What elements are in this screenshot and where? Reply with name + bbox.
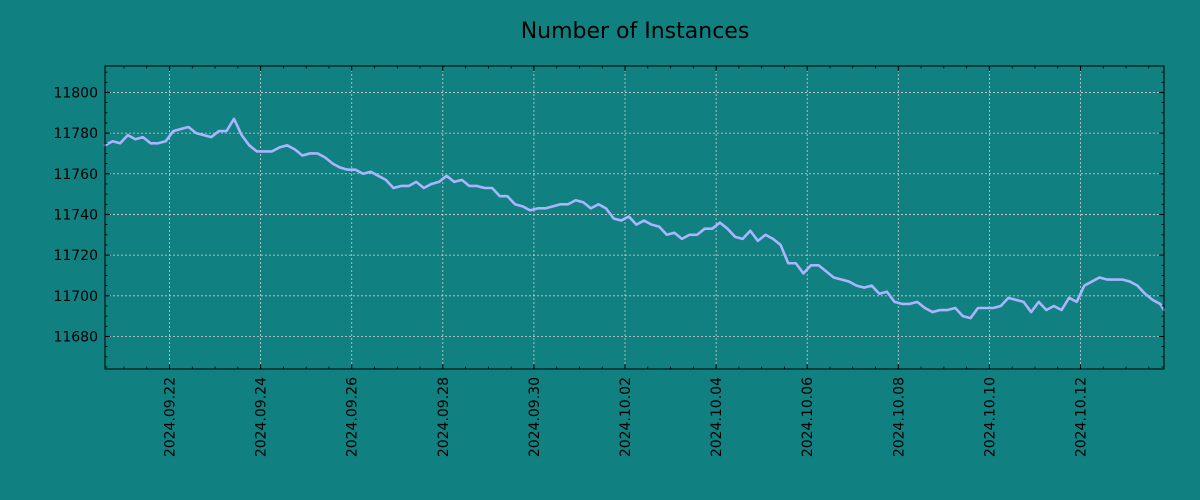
y-tick-label: 11780 bbox=[53, 126, 98, 142]
x-tick-label: 2024.09.22 bbox=[163, 377, 179, 457]
x-tick-label: 2024.10.12 bbox=[1073, 377, 1089, 457]
grid-lines bbox=[105, 66, 1164, 369]
x-tick-label: 2024.10.04 bbox=[709, 377, 725, 457]
y-tick-label: 11800 bbox=[53, 85, 98, 101]
y-tick-label: 11740 bbox=[53, 207, 98, 223]
x-tick-label: 2024.09.30 bbox=[527, 377, 543, 457]
plot-frame bbox=[104, 65, 1165, 370]
y-tick-label: 11720 bbox=[53, 248, 98, 264]
y-tick-label: 11760 bbox=[53, 167, 98, 183]
data-layer bbox=[103, 117, 1166, 320]
y-tick-label: 11700 bbox=[53, 289, 98, 305]
chart-title: Number of Instances bbox=[521, 19, 750, 44]
y-tick-label: 11680 bbox=[53, 329, 98, 345]
x-tick-label: 2024.10.08 bbox=[891, 377, 907, 457]
x-tick-label: 2024.09.26 bbox=[345, 377, 361, 457]
axes: 11680 11700 11720 11740 11760 11780 11800 2024.… bbox=[53, 65, 1165, 457]
x-tick-label: 2024.10.02 bbox=[618, 377, 634, 457]
x-tick-label: 2024.10.06 bbox=[800, 377, 816, 457]
x-tick-label: 2024.09.28 bbox=[436, 377, 452, 457]
series-line bbox=[103, 117, 1166, 320]
x-tick-label: 2024.09.24 bbox=[254, 377, 270, 457]
x-tick-label: 2024.10.10 bbox=[982, 377, 998, 457]
